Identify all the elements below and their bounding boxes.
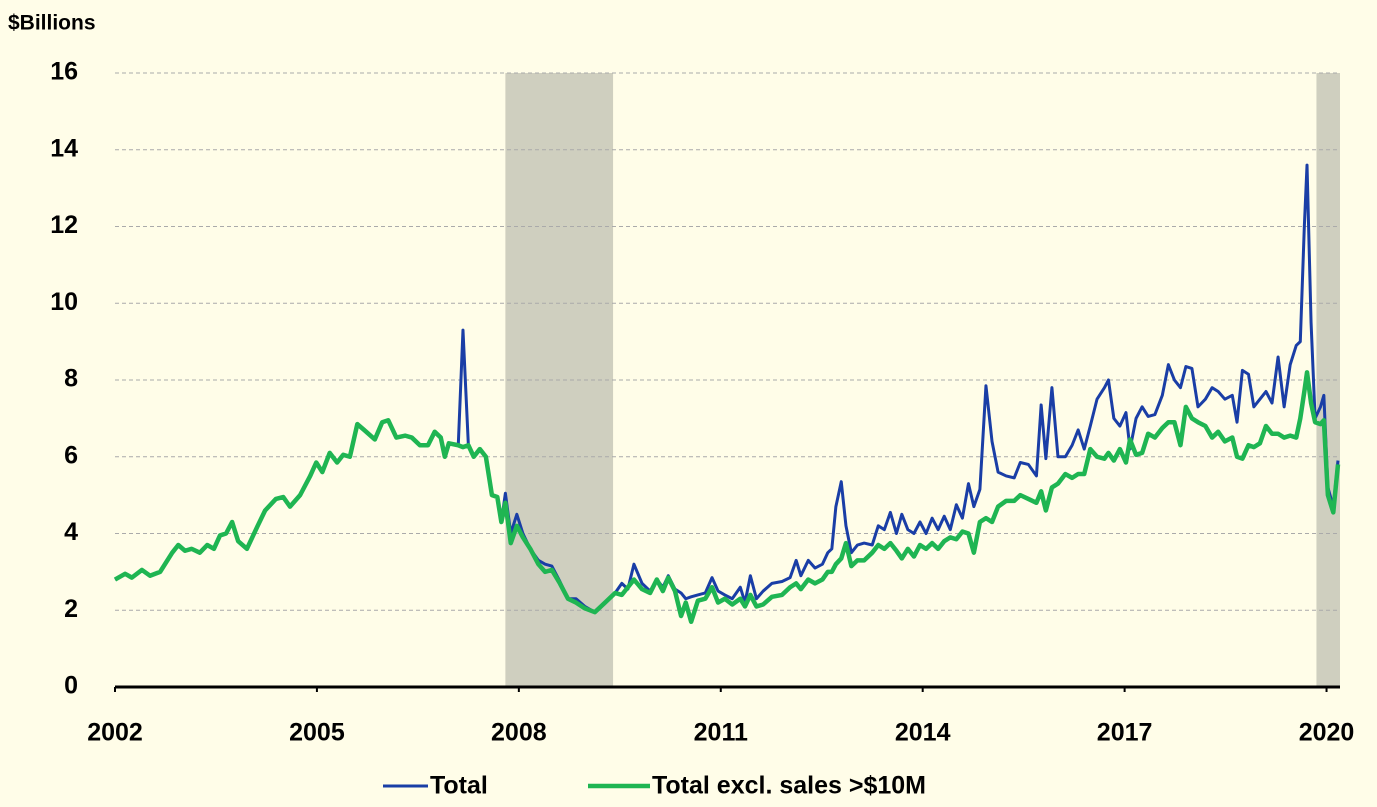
y-tick-label: 6 xyxy=(64,441,78,469)
y-tick-label: 0 xyxy=(64,672,78,700)
y-axis-label: $Billions xyxy=(8,12,96,35)
x-tick-label: 2005 xyxy=(289,719,345,747)
y-tick-label: 10 xyxy=(50,288,78,316)
x-tick-label: 2020 xyxy=(1299,719,1355,747)
y-tick-label: 8 xyxy=(64,365,78,393)
y-tick-label: 4 xyxy=(64,518,78,546)
y-tick-label: 14 xyxy=(50,134,78,162)
y-tick-label: 2 xyxy=(64,595,78,623)
y-tick-label: 12 xyxy=(50,211,78,239)
legend-label: Total excl. sales >$10M xyxy=(652,772,926,800)
series-line xyxy=(113,370,1341,625)
legend-label: Total xyxy=(430,772,488,800)
y-tick-label: 16 xyxy=(50,58,78,86)
x-tick-label: 2002 xyxy=(87,719,143,747)
x-tick-label: 2008 xyxy=(491,719,547,747)
x-tick-label: 2017 xyxy=(1097,719,1153,747)
x-tick-label: 2011 xyxy=(694,719,748,747)
series-line xyxy=(114,163,1340,614)
x-tick-label: 2014 xyxy=(895,719,951,747)
